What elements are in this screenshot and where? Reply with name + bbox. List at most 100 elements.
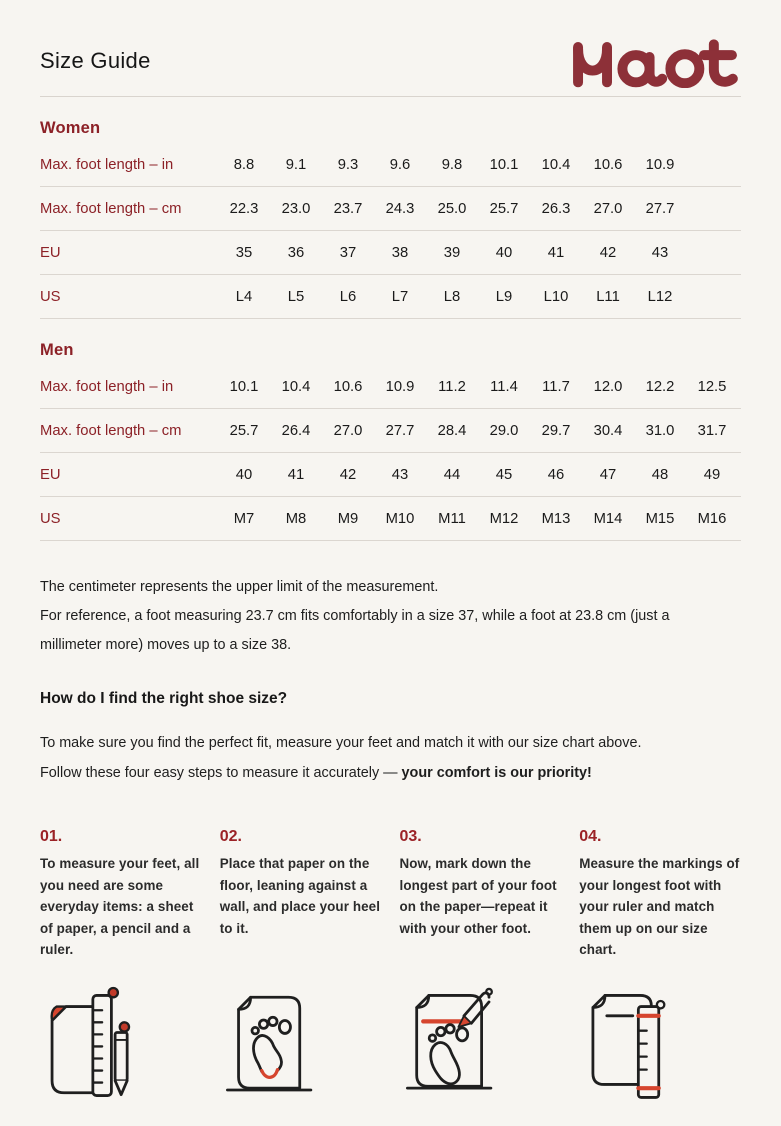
measure-step: 04. Measure the markings of your longest … (579, 828, 741, 961)
row-label: Max. foot length – in (40, 378, 174, 395)
size-value: 11.7 (542, 378, 570, 395)
step-description: Measure the markings of your longest foo… (579, 856, 740, 957)
howto-intro-regular: To make sure you find the perfect fit, m… (40, 735, 642, 781)
size-value: 25.7 (489, 200, 519, 217)
size-value: L8 (443, 288, 461, 305)
size-value: M16 (697, 510, 727, 527)
size-value: L5 (287, 288, 305, 305)
row-label: Max. foot length – cm (40, 200, 182, 217)
paper-ruler-pencil-icon (40, 983, 202, 1108)
size-value: 27.7 (645, 200, 675, 217)
size-value: 31.0 (645, 422, 675, 439)
size-value: L4 (235, 288, 253, 305)
size-value: 25.7 (229, 422, 259, 439)
size-value: 39 (443, 244, 461, 261)
size-value: 47 (599, 466, 617, 483)
size-value: 35 (235, 244, 253, 261)
size-value: 27.0 (593, 200, 623, 217)
size-value: M12 (489, 510, 519, 527)
size-value: 42 (339, 466, 357, 483)
size-value: M7 (233, 510, 255, 527)
size-value: 10.9 (385, 378, 415, 395)
size-value: 12.0 (593, 378, 623, 395)
size-value: 10.6 (333, 378, 363, 395)
size-value: 31.7 (697, 422, 727, 439)
size-table-row: EU 40 41 42 43 44 45 46 47 48 49 (40, 453, 741, 497)
size-value: 30.4 (593, 422, 623, 439)
size-table-row: Max. foot length – cm 22.3 23.0 23.7 24.3 25.… (40, 187, 741, 231)
size-value: 43 (391, 466, 409, 483)
size-value: 26.3 (541, 200, 571, 217)
size-value: L9 (495, 288, 513, 305)
row-label: US (40, 510, 61, 527)
size-value: L12 (647, 288, 673, 305)
size-value: M14 (593, 510, 623, 527)
size-value: 10.6 (593, 156, 623, 173)
measure-steps: 01. To measure your feet, all you need ar… (40, 828, 741, 961)
size-value: 27.0 (333, 422, 363, 439)
size-value: 29.7 (541, 422, 571, 439)
section-heading-women: Women (40, 119, 101, 137)
page-title: Size Guide (40, 48, 151, 73)
measurement-note: The centimeter represents the upper limi… (40, 573, 692, 660)
step-number: 02. (219, 828, 242, 845)
size-value: 9.1 (285, 156, 307, 173)
howto-intro-bold: your comfort is our priority! (401, 765, 592, 781)
size-value: 9.3 (337, 156, 359, 173)
howto-intro: To make sure you find the perfect fit, m… (40, 728, 682, 788)
row-label: US (40, 288, 61, 305)
size-value: 10.9 (645, 156, 675, 173)
size-value: 12.2 (645, 378, 675, 395)
size-value: 26.4 (281, 422, 311, 439)
step-description: Now, mark down the longest part of your … (399, 856, 557, 936)
men-size-table: Max. foot length – in 10.1 10.4 10.6 10.9 11.… (40, 365, 741, 541)
paper-footprint-heel-icon (220, 983, 382, 1108)
row-label: EU (40, 244, 61, 261)
size-value: 10.1 (229, 378, 259, 395)
size-value: 49 (703, 466, 721, 483)
row-label: EU (40, 466, 61, 483)
size-value: 28.4 (437, 422, 467, 439)
size-value: 11.4 (490, 378, 518, 395)
measure-step: 03. Now, mark down the longest part of yo… (400, 828, 562, 961)
size-value: L6 (339, 288, 357, 305)
size-value: 46 (547, 466, 565, 483)
size-value: 36 (287, 244, 305, 261)
size-value: 23.7 (333, 200, 363, 217)
size-table-row: Max. foot length – in 10.1 10.4 10.6 10.9 11.… (40, 365, 741, 409)
paper-ruler-measure-icon (579, 983, 741, 1108)
row-label: Max. foot length – in (40, 156, 174, 173)
step-number: 03. (399, 828, 422, 845)
size-value: M13 (541, 510, 571, 527)
step-description: To measure your feet, all you need are s… (40, 856, 200, 957)
size-value: 45 (495, 466, 513, 483)
row-label: Max. foot length – cm (40, 422, 182, 439)
step-icons-row (40, 983, 741, 1126)
naot-logo (569, 35, 741, 88)
men-size-section: Men Max. foot length – in 10.1 10.4 10.6 10.… (40, 341, 741, 541)
size-value: 12.5 (697, 378, 727, 395)
size-table-row: EU 35 36 37 38 39 40 41 42 43 (40, 231, 741, 275)
size-value: 22.3 (229, 200, 259, 217)
size-value: 8.8 (233, 156, 255, 173)
size-value: 10.1 (489, 156, 519, 173)
size-value: L7 (391, 288, 409, 305)
step-number: 04. (579, 828, 602, 845)
size-value: 11.2 (438, 378, 466, 395)
size-value: 27.7 (385, 422, 415, 439)
section-heading-men: Men (40, 341, 74, 359)
size-value: 24.3 (385, 200, 415, 217)
step-description: Place that paper on the floor, leaning a… (219, 856, 381, 936)
size-table-row: US M7 M8 M9 M10 M11 M12 M13 M14 M15 M16 (40, 497, 741, 541)
women-size-section: Women Max. foot length – in 8.8 9.1 9.3 9.6 9… (40, 119, 741, 319)
howto-heading: How do I find the right shoe size? (40, 690, 288, 707)
step-number: 01. (40, 828, 63, 845)
size-value: M9 (337, 510, 359, 527)
size-value: 48 (651, 466, 669, 483)
size-table-row: Max. foot length – in 8.8 9.1 9.3 9.6 9.8 10.1… (40, 143, 741, 187)
page-header: Size Guide (40, 0, 741, 96)
size-value: 9.6 (389, 156, 411, 173)
size-value: 37 (339, 244, 357, 261)
size-value: 41 (287, 466, 305, 483)
